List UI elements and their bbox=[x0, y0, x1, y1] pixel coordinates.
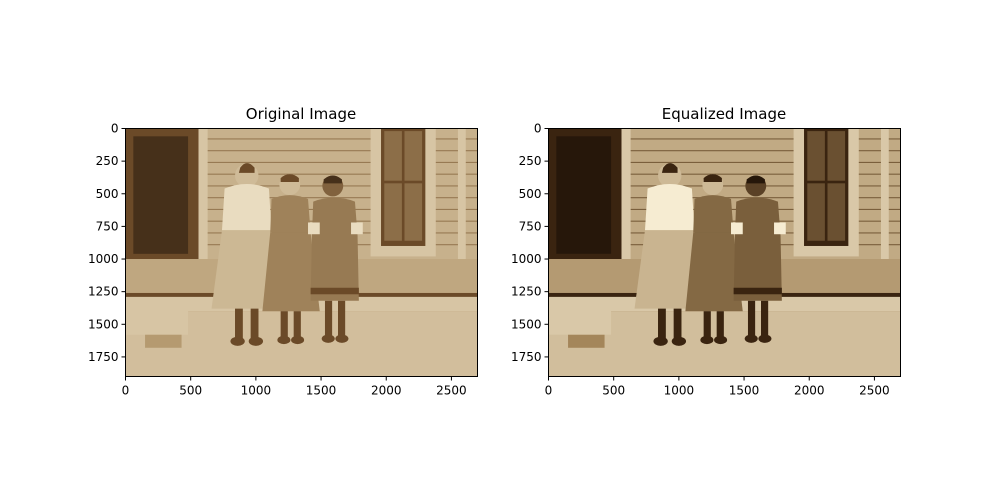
x-tick-label: 0 bbox=[122, 384, 130, 398]
y-tick-label: 0 bbox=[111, 122, 119, 136]
y-tick-label: 750 bbox=[519, 219, 542, 233]
axes-frame-original bbox=[125, 128, 478, 377]
y-ticks-equalized: 0 250 500 750 1000 1250 1500 1750 bbox=[511, 122, 549, 364]
x-ticks-original: 0 500 1000 1500 2000 2500 bbox=[122, 376, 467, 398]
x-tick-label: 1000 bbox=[664, 384, 695, 398]
y-tick-label: 500 bbox=[96, 187, 119, 201]
panel-title-original: Original Image bbox=[246, 105, 356, 123]
y-tick-label: 0 bbox=[534, 122, 542, 136]
panel-original: Original Image bbox=[88, 105, 478, 398]
image-original bbox=[125, 128, 478, 377]
y-tick-label: 500 bbox=[519, 187, 542, 201]
axes-frame-equalized bbox=[548, 128, 901, 377]
y-tick-label: 250 bbox=[519, 154, 542, 168]
y-tick-label: 750 bbox=[96, 219, 119, 233]
x-tick-label: 500 bbox=[179, 384, 202, 398]
x-tick-label: 2000 bbox=[371, 384, 402, 398]
image-equalized bbox=[548, 128, 901, 377]
x-tick-label: 1500 bbox=[729, 384, 760, 398]
y-ticks-original: 0 250 500 750 1000 1250 1500 1750 bbox=[88, 122, 126, 364]
y-tick-label: 1750 bbox=[88, 350, 119, 364]
y-tick-label: 1500 bbox=[88, 317, 119, 331]
y-tick-label: 1000 bbox=[88, 252, 119, 266]
x-tick-label: 500 bbox=[602, 384, 625, 398]
y-tick-label: 1500 bbox=[511, 317, 542, 331]
panel-title-equalized: Equalized Image bbox=[662, 105, 786, 123]
x-tick-label: 2000 bbox=[794, 384, 825, 398]
x-tick-label: 1000 bbox=[241, 384, 272, 398]
y-tick-label: 1250 bbox=[511, 285, 542, 299]
y-tick-label: 1000 bbox=[511, 252, 542, 266]
y-tick-label: 250 bbox=[96, 154, 119, 168]
y-tick-label: 1750 bbox=[511, 350, 542, 364]
x-tick-label: 2500 bbox=[436, 384, 467, 398]
x-tick-label: 0 bbox=[545, 384, 553, 398]
x-ticks-equalized: 0 500 1000 1500 2000 2500 bbox=[545, 376, 890, 398]
x-tick-label: 1500 bbox=[306, 384, 337, 398]
panel-equalized: Equalized Image bbox=[511, 105, 901, 398]
x-tick-label: 2500 bbox=[859, 384, 890, 398]
y-tick-label: 1250 bbox=[88, 285, 119, 299]
